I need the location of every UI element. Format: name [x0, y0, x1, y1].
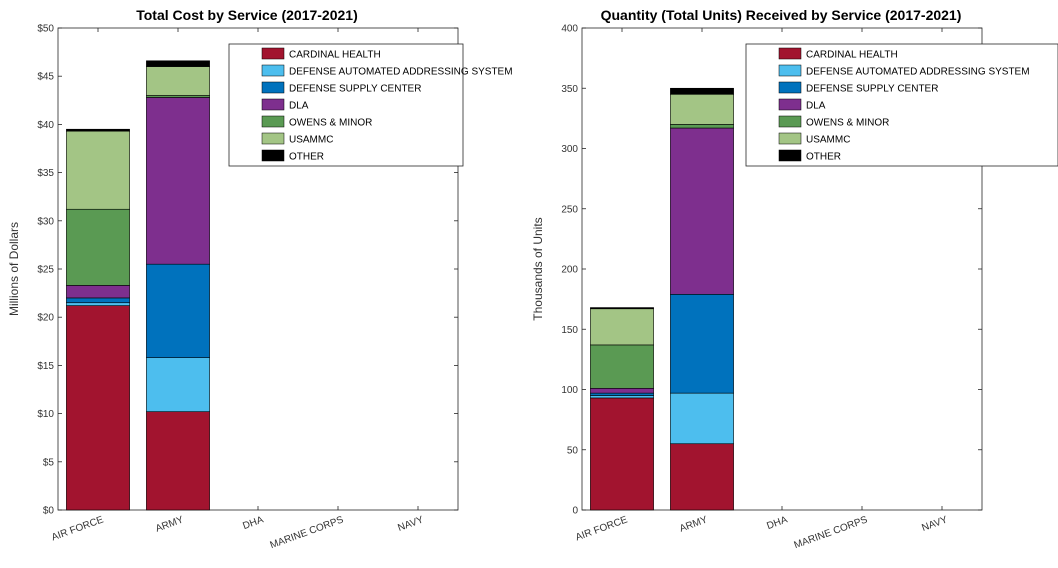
legend-swatch-defense-automated-addressing-system [778, 64, 802, 77]
x-tick-label-dha: DHA [765, 514, 789, 532]
legend-swatch-cardinal-health [261, 47, 285, 60]
bar-air-force-dla [66, 285, 130, 299]
legend-swatch-defense-automated-addressing-system [261, 64, 285, 77]
legend-label-other: OTHER [289, 152, 324, 163]
legend-label-other: OTHER [806, 152, 841, 163]
bar-army-usammc [670, 93, 734, 125]
bar-air-force-other [590, 307, 654, 310]
cost-chart: Total Cost by Service (2017-2021) Million… [7, 7, 513, 551]
legend-label-defense-automated-addressing-system: DEFENSE AUTOMATED ADDRESSING SYSTEM [289, 67, 513, 78]
x-tick-label-marine-corps: MARINE CORPS [269, 514, 346, 551]
y-tick-label: 0 [572, 506, 578, 517]
legend-label-owens-minor: OWENS & MINOR [289, 118, 372, 129]
y-tick-label: $15 [37, 361, 54, 372]
legend-swatch-dla [261, 98, 285, 111]
y-tick-label: $50 [37, 24, 54, 35]
legend-label-cardinal-health: CARDINAL HEALTH [806, 50, 898, 61]
x-tick-label-air-force: AIR FORCE [574, 514, 629, 543]
y-tick-label: $35 [37, 168, 54, 179]
y-tick-label: 150 [561, 325, 578, 336]
chart-title: Quantity (Total Units) Received by Servi… [601, 7, 962, 23]
y-tick-label: 100 [561, 385, 578, 396]
legend-label-defense-supply-center: DEFENSE SUPPLY CENTER [289, 84, 421, 95]
y-tick-label: $40 [37, 120, 54, 131]
bar-air-force-usammc [590, 308, 654, 346]
bar-army-other [670, 87, 734, 95]
bar-army-owens-minor [670, 124, 734, 129]
bar-air-force-defense-supply-center [66, 297, 130, 304]
y-tick-label: $30 [37, 216, 54, 227]
y-tick-label: 300 [561, 144, 578, 155]
legend-label-dla: DLA [806, 101, 826, 112]
bar-air-force-defense-supply-center [590, 392, 654, 396]
y-tick-label: 50 [567, 445, 579, 456]
bar-air-force-cardinal-health [590, 397, 654, 511]
legend-swatch-usammc [261, 132, 285, 145]
legend-swatch-other [778, 149, 802, 162]
legend-swatch-owens-minor [261, 115, 285, 128]
bar-army-usammc [146, 66, 210, 96]
legend-swatch-dla [778, 98, 802, 111]
y-axis-label: Thousands of Units [531, 217, 545, 320]
legend-swatch-usammc [778, 132, 802, 145]
bar-army-defense-automated-addressing-system [146, 357, 210, 412]
bar-air-force-dla [590, 387, 654, 394]
y-tick-label: $20 [37, 313, 54, 324]
bar-air-force-owens-minor [590, 344, 654, 389]
y-tick-label: $10 [37, 409, 54, 420]
bar-army-cardinal-health [146, 411, 210, 511]
y-tick-label: 400 [561, 24, 578, 35]
legend-swatch-owens-minor [778, 115, 802, 128]
legend-swatch-defense-supply-center [778, 81, 802, 94]
bar-air-force-owens-minor [66, 208, 130, 286]
bar-army-defense-supply-center [146, 263, 210, 358]
bar-air-force-other [66, 128, 130, 132]
y-tick-label: $25 [37, 265, 54, 276]
x-tick-label-air-force: AIR FORCE [50, 514, 105, 543]
y-tick-label: 200 [561, 265, 578, 276]
legend-label-defense-automated-addressing-system: DEFENSE AUTOMATED ADDRESSING SYSTEM [806, 67, 1030, 78]
x-tick-label-navy: NAVY [920, 514, 949, 534]
legend-swatch-defense-supply-center [261, 81, 285, 94]
x-tick-label-dha: DHA [241, 514, 265, 532]
bar-air-force-defense-automated-addressing-system [590, 395, 654, 399]
legend-label-dla: DLA [289, 101, 309, 112]
bar-army-dla [670, 127, 734, 295]
bar-army-dla [146, 97, 210, 265]
y-tick-label: 250 [561, 204, 578, 215]
bar-army-cardinal-health [670, 443, 734, 511]
y-axis-label: Millions of Dollars [7, 222, 21, 316]
quantity-chart: Quantity (Total Units) Received by Servi… [531, 7, 1058, 551]
bar-army-defense-supply-center [670, 294, 734, 394]
legend-label-usammc: USAMMC [289, 135, 333, 146]
x-tick-label-marine-corps: MARINE CORPS [793, 514, 870, 551]
legend-swatch-cardinal-health [778, 47, 802, 60]
x-tick-label-army: ARMY [154, 514, 185, 534]
legend-swatch-other [261, 149, 285, 162]
bar-army-other [146, 60, 210, 67]
y-tick-label: $5 [43, 457, 55, 468]
legend-label-usammc: USAMMC [806, 135, 850, 146]
legend-label-owens-minor: OWENS & MINOR [806, 118, 889, 129]
bar-air-force-defense-automated-addressing-system [66, 302, 130, 306]
y-tick-label: 350 [561, 84, 578, 95]
legend-label-defense-supply-center: DEFENSE SUPPLY CENTER [806, 84, 938, 95]
bar-air-force-usammc [66, 130, 130, 210]
bar-army-defense-automated-addressing-system [670, 392, 734, 445]
legend-label-cardinal-health: CARDINAL HEALTH [289, 50, 381, 61]
chart-title: Total Cost by Service (2017-2021) [136, 7, 358, 23]
x-tick-label-navy: NAVY [396, 514, 425, 534]
bar-air-force-cardinal-health [66, 305, 130, 511]
y-tick-label: $45 [37, 72, 54, 83]
x-tick-label-army: ARMY [678, 514, 709, 534]
y-tick-label: $0 [43, 506, 55, 517]
